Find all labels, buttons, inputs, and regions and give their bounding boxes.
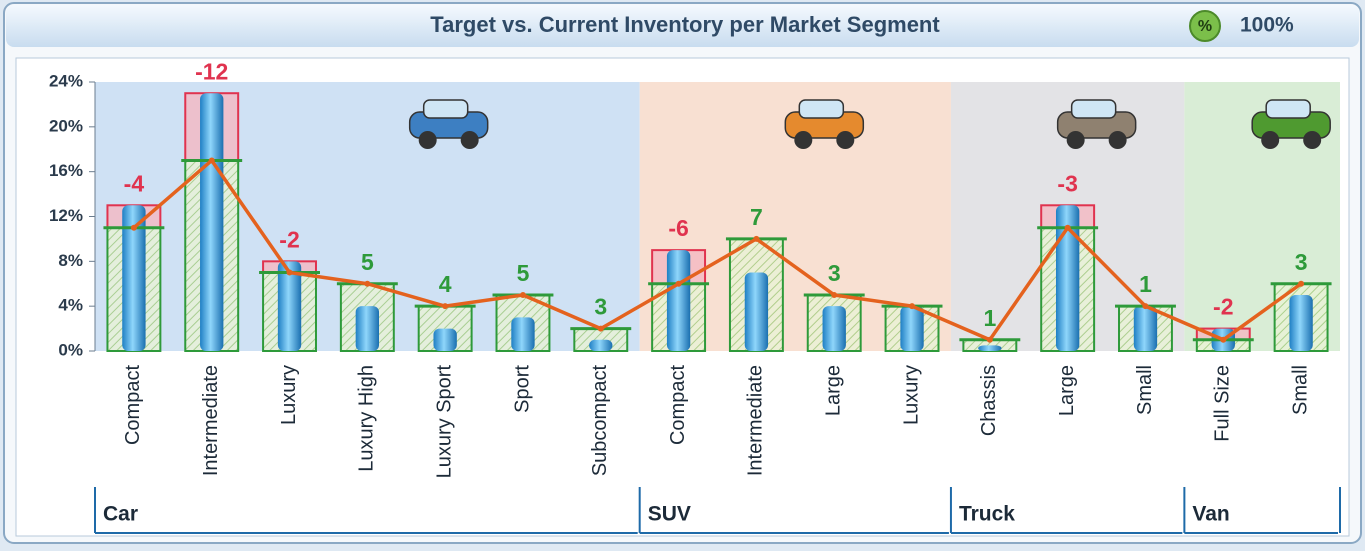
vehicle-icon [1072,100,1116,118]
trend-point [364,281,370,287]
difference-label: 1 [1139,271,1152,297]
difference-label: -12 [195,58,228,84]
vehicle-icon [799,100,843,118]
trend-point [131,225,137,231]
current-bar [433,329,456,351]
y-tick-label: 24% [49,71,83,90]
trend-point [520,292,526,298]
current-bar [200,93,223,351]
difference-label: -2 [279,226,299,252]
vehicle-icon [794,131,812,149]
trend-point [1220,337,1226,343]
difference-label: -6 [668,215,688,241]
trend-point [1142,303,1148,309]
current-bar [823,306,846,351]
difference-label: 4 [439,271,452,297]
y-tick-label: 20% [49,116,83,135]
difference-label: 7 [750,204,763,230]
difference-label: 5 [361,249,374,275]
vehicle-icon [1303,131,1321,149]
vehicle-icon [419,131,437,149]
x-tick-label: Intermediate [200,365,222,476]
current-bar [667,250,690,351]
x-tick-label: Subcompact [589,365,611,477]
current-bar [978,345,1001,351]
chart-title: Target vs. Current Inventory per Market … [430,12,940,37]
vehicle-icon [1067,131,1085,149]
difference-label: 1 [983,305,996,331]
vehicle-icon [461,131,479,149]
current-bar [1289,295,1312,351]
current-bar [900,306,923,351]
x-tick-label: Large [1056,365,1078,416]
y-tick-label: 4% [58,296,83,315]
x-tick-label: Luxury [900,365,922,425]
trend-point [753,236,759,242]
difference-label: 3 [1295,249,1308,275]
x-tick-label: Chassis [978,365,1000,436]
y-tick-label: 16% [49,161,83,180]
x-tick-label: Small [1289,365,1311,415]
x-tick-label: Intermediate [745,365,767,476]
y-tick-label: 0% [58,340,83,359]
current-bar [511,317,534,351]
vehicle-icon [424,100,468,118]
current-bar [589,340,612,351]
difference-label: 3 [828,260,841,286]
badge-icon-text: % [1198,18,1212,35]
x-tick-label: Sport [511,365,533,413]
vehicle-icon [1266,100,1310,118]
trend-point [676,281,682,287]
x-tick-label: Luxury Sport [433,365,455,479]
y-tick-label: 12% [49,206,83,225]
x-tick-label: Full Size [1212,365,1234,442]
badge-text: 100% [1240,14,1294,37]
trend-point [1065,225,1071,231]
trend-point [909,303,915,309]
x-tick-label: Small [1134,365,1156,415]
difference-label: -4 [124,170,145,196]
group-label: SUV [648,503,691,526]
trend-point [1298,281,1304,287]
group-label: Van [1192,503,1229,526]
current-bar [745,273,768,351]
difference-label: 5 [517,260,530,286]
x-tick-label: Large [823,365,845,416]
trend-point [598,326,604,332]
difference-label: -3 [1057,170,1077,196]
trend-point [442,303,448,309]
current-bar [1134,306,1157,351]
x-tick-label: Compact [667,365,689,445]
trend-point [209,157,215,163]
x-tick-label: Luxury High [356,365,378,472]
group-label: Truck [959,503,1015,526]
y-tick-label: 8% [58,251,83,270]
vehicle-icon [1261,131,1279,149]
current-bar [356,306,379,351]
x-tick-label: Compact [122,365,144,445]
trend-point [831,292,837,298]
difference-label: -2 [1213,294,1233,320]
vehicle-icon [836,131,854,149]
trend-point [987,337,993,343]
group-label: Car [103,503,138,526]
x-tick-label: Luxury [278,365,300,425]
vehicle-icon [1109,131,1127,149]
chart: Target vs. Current Inventory per Market … [0,0,1365,546]
difference-label: 3 [594,294,607,320]
trend-point [287,270,293,276]
